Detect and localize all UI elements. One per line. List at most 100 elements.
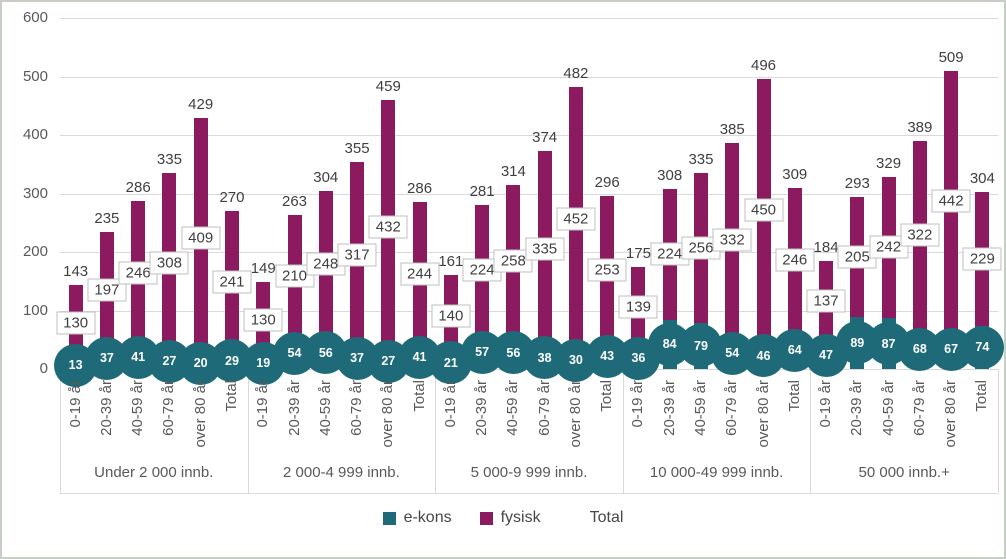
fysisk-value-label-box: 442: [931, 189, 971, 213]
fysisk-value-label-box: 130: [243, 308, 283, 332]
x-axis-category-label: over 80 år: [566, 380, 584, 448]
group-divider: [247, 369, 249, 493]
x-axis-category-label: 40-59 år: [316, 380, 334, 436]
x-axis-category-label: 20-39 år: [285, 380, 303, 436]
fysisk-value-label-box: 137: [806, 289, 846, 313]
e-kons-value-circle: 74: [960, 325, 1004, 369]
y-axis-tick-label: 600: [22, 9, 48, 26]
y-axis-tick-label: 500: [22, 67, 48, 85]
total-value-label: 270: [219, 189, 245, 207]
fysisk-value-label-box: 335: [525, 237, 565, 261]
group-divider: [435, 369, 437, 493]
total-value-label: 175: [625, 244, 651, 262]
x-axis-category-label: 40-59 år: [504, 380, 522, 436]
x-axis-category-label: 0-19 år: [254, 380, 272, 428]
total-value-label: 335: [156, 151, 182, 169]
total-value-label: 509: [938, 49, 964, 67]
legend-item-e-kons: e-kons: [382, 509, 452, 527]
legend-swatch-icon: [382, 511, 396, 525]
x-axis-category-label: 0-19 år: [66, 380, 84, 428]
x-axis-category-label: Total: [598, 380, 616, 412]
x-axis-category-label: 60-79 år: [723, 380, 741, 436]
legend-swatch-icon: [479, 511, 493, 525]
y-axis-tick-label: 400: [22, 126, 48, 143]
total-value-label: 161: [438, 252, 464, 270]
fysisk-value-label-box: 140: [431, 304, 471, 328]
y-axis-tick-label: 200: [22, 243, 48, 260]
fysisk-value-label-box: 332: [712, 228, 752, 252]
total-value-label: 374: [532, 128, 558, 146]
fysisk-value-label-box: 197: [87, 278, 127, 302]
legend-item-label: e-kons: [403, 509, 452, 526]
x-axis-category-label: 20-39 år: [473, 380, 491, 436]
x-axis-category-label: Total: [973, 380, 991, 412]
legend-item-total: Total: [569, 509, 624, 527]
x-axis-category-label: 60-79 år: [910, 380, 928, 436]
total-value-label: 296: [594, 173, 620, 191]
fysisk-value-label-box: 308: [149, 251, 189, 275]
fysisk-value-label-box: 317: [337, 243, 377, 267]
x-axis-category-label: 40-59 år: [879, 380, 897, 436]
fysisk-value-label-box: 450: [743, 198, 784, 222]
x-axis-category-label: over 80 år: [379, 380, 397, 448]
total-value-label: 281: [469, 182, 495, 200]
group-divider: [810, 369, 812, 493]
total-value-label: 314: [500, 163, 526, 181]
y-gridline: [60, 193, 998, 195]
total-value-label: 304: [313, 169, 339, 187]
x-axis-category-label: 60-79 år: [535, 380, 553, 436]
x-axis-category-label: over 80 år: [754, 380, 772, 448]
fysisk-value-label-box: 244: [400, 262, 440, 286]
group-divider: [998, 369, 999, 493]
x-axis-category-label: 0-19 år: [629, 380, 647, 428]
total-value-label: 149: [250, 259, 276, 277]
fysisk-value-label-box: 130: [56, 311, 96, 335]
total-value-label: 429: [188, 96, 214, 114]
legend-no-marker: [569, 512, 582, 525]
total-value-label: 286: [125, 179, 151, 197]
y-gridline: [60, 135, 998, 136]
total-value-label: 293: [844, 175, 870, 192]
x-axis-category-label: over 80 år: [942, 380, 960, 448]
total-value-label: 263: [281, 192, 308, 210]
population-group-label: 2 000-4 999 innb.: [283, 464, 400, 481]
total-value-label: 459: [375, 78, 401, 96]
x-axis-category-label: 20-39 år: [97, 380, 115, 436]
total-value-label: 143: [63, 263, 89, 281]
total-value-label: 235: [94, 210, 120, 228]
fysisk-value-label-box: 241: [212, 270, 252, 294]
fysisk-value-label-box: 210: [274, 264, 315, 288]
y-axis-tick-label: 300: [22, 184, 48, 202]
fysisk-value-label-box: 242: [869, 235, 909, 259]
x-axis-category-label: Total: [222, 380, 240, 412]
total-value-label: 329: [876, 154, 902, 172]
total-value-label: 309: [782, 165, 808, 183]
legend-item-label: Total: [589, 509, 624, 526]
total-value-label: 355: [344, 139, 370, 157]
legend-item-label: fysisk: [500, 509, 541, 526]
population-group-label: 10 000-49 999 innb.: [649, 464, 784, 481]
fysisk-value-label-box: 246: [775, 248, 815, 272]
x-axis-category-label: 60-79 år: [160, 380, 178, 436]
total-value-label: 304: [969, 169, 995, 187]
total-value-label: 389: [907, 118, 933, 136]
total-value-label: 184: [813, 239, 839, 257]
total-value-label: 496: [750, 56, 777, 74]
x-axis-category-label: 20-39 år: [848, 380, 866, 436]
fysisk-value-label-box: 452: [556, 207, 596, 231]
y-axis-tick-label: 100: [22, 301, 48, 319]
x-axis-category-label: Total: [410, 380, 428, 412]
total-value-label: 308: [657, 166, 683, 184]
population-group-label: 5 000-9 999 innb.: [470, 464, 588, 481]
fysisk-value-label-box: 432: [368, 215, 408, 239]
y-gridline: [60, 76, 998, 78]
x-axis-category-label: 40-59 år: [691, 380, 709, 436]
fysisk-value-label-box: 229: [962, 247, 1002, 271]
total-value-label: 335: [688, 151, 714, 169]
population-group-label: Under 2 000 innb.: [94, 464, 214, 481]
fysisk-value-label-box: 258: [493, 249, 533, 273]
fysisk-value-label-box: 322: [900, 223, 940, 247]
x-axis-category-label: 60-79 år: [348, 380, 366, 436]
